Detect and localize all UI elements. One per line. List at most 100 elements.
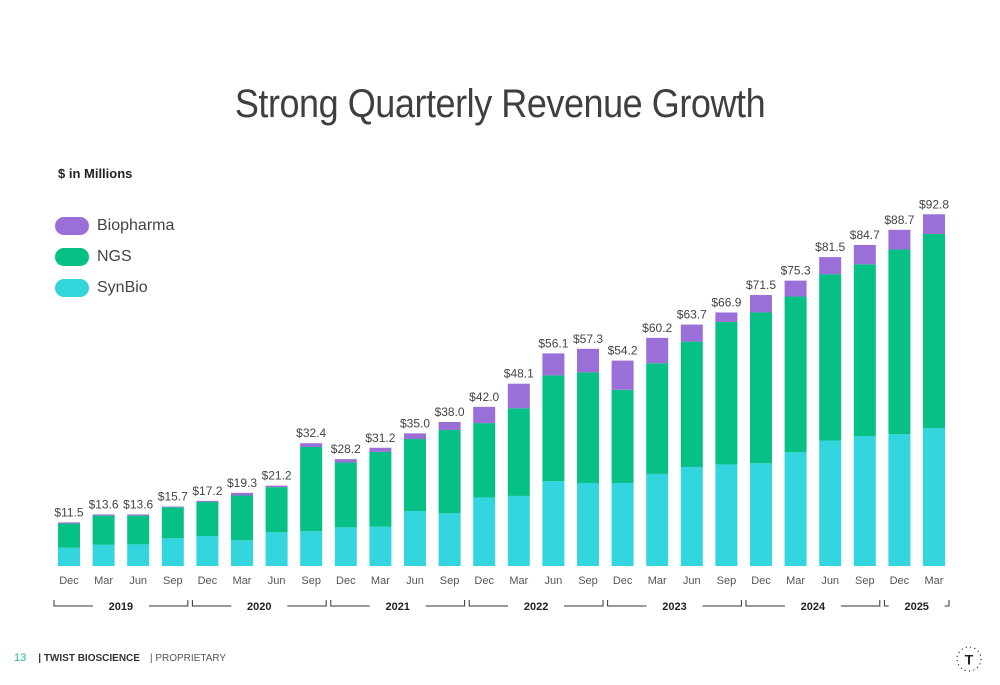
bar-ngs (819, 274, 842, 441)
data-label: $19.3 (227, 476, 257, 490)
bar-ngs (196, 501, 219, 537)
bar-biopharma (438, 421, 461, 430)
bar-biopharma (784, 280, 807, 297)
bar-biopharma (404, 433, 426, 440)
bar-ngs (161, 507, 184, 539)
bar-synbio (888, 434, 911, 566)
bar-biopharma (853, 244, 876, 265)
data-label: $75.3 (781, 264, 811, 278)
year-bracket-right (287, 600, 327, 607)
bar-synbio (92, 544, 115, 566)
bar-biopharma (92, 514, 115, 516)
bar-ngs (127, 515, 150, 545)
bar-ngs (92, 515, 115, 545)
bar-biopharma (680, 324, 703, 342)
bar-ngs (680, 341, 703, 468)
year-bracket-left (468, 600, 509, 607)
year-bracket-right (702, 600, 742, 607)
x-tick-label: Jun (821, 575, 839, 587)
units-label: $ in Millions (58, 166, 133, 181)
year-label: 2025 (904, 601, 928, 613)
bar-biopharma (646, 337, 669, 364)
x-tick-label: Jun (545, 575, 563, 587)
x-tick-label: Jun (406, 575, 424, 587)
x-tick-label: Mar (94, 575, 113, 587)
year-bracket-right (425, 600, 466, 607)
year-label: 2023 (662, 601, 686, 613)
bar-synbio (231, 540, 253, 566)
bar-ngs (369, 451, 392, 527)
bar-biopharma (611, 360, 634, 390)
x-tick-label: Jun (268, 575, 286, 587)
bar-ngs (231, 495, 253, 541)
bar-synbio (923, 428, 945, 566)
bar-synbio (300, 531, 323, 566)
revenue-chart: $11.5 Dec $13.6 Mar $13.6 Jun $15.7 Sep $17.2 Dec… (53, 197, 950, 613)
bar-ngs (473, 423, 496, 498)
bar-synbio (58, 547, 80, 566)
data-label: $57.3 (573, 332, 603, 346)
bar-synbio (542, 481, 565, 566)
x-tick-label: Sep (301, 575, 321, 587)
data-label: $13.6 (123, 497, 153, 511)
bar-synbio (853, 436, 876, 566)
x-tick-label: Mar (371, 575, 390, 587)
bar-biopharma (888, 229, 911, 250)
bar-synbio (369, 526, 392, 566)
year-label: 2024 (801, 601, 826, 613)
bar-synbio (680, 467, 703, 566)
x-tick-label: Dec (474, 575, 494, 587)
data-label: $81.5 (815, 240, 845, 254)
year-bracket-left (745, 600, 785, 607)
data-label: $42.0 (469, 390, 499, 404)
bar-ngs (715, 321, 738, 465)
legend-item-synbio: SynBio (55, 272, 174, 303)
year-bracket-left (883, 600, 889, 607)
year-bracket-right (564, 600, 604, 607)
legend-item-ngs: NGS (55, 241, 174, 272)
bar-synbio (334, 527, 357, 566)
bar-synbio (715, 464, 738, 566)
data-label: $88.7 (884, 213, 914, 227)
data-label: $48.1 (504, 367, 534, 381)
bar-synbio (265, 532, 288, 566)
company-name: | TWIST BIOSCIENCE (38, 653, 140, 664)
bar-biopharma (473, 406, 496, 424)
bar-ngs (577, 372, 599, 483)
data-label: $63.7 (677, 308, 707, 322)
data-label: $54.2 (608, 344, 638, 358)
x-tick-label: Mar (648, 575, 667, 587)
bar-synbio (438, 513, 461, 566)
bar-ngs (438, 429, 461, 514)
x-tick-label: Dec (198, 575, 218, 587)
x-tick-label: Jun (683, 575, 701, 587)
bar-ngs (923, 233, 945, 429)
data-label: $60.2 (642, 321, 672, 335)
bar-synbio (404, 511, 426, 566)
legend-label: SynBio (97, 278, 148, 296)
bar-biopharma (161, 506, 184, 508)
bar-synbio (784, 452, 807, 566)
bar-ngs (300, 446, 323, 532)
bar-ngs (784, 296, 807, 453)
bar-synbio (611, 482, 634, 566)
bar-biopharma (923, 214, 945, 234)
x-tick-label: Jun (129, 575, 147, 587)
bar-biopharma (58, 522, 80, 524)
bar-biopharma (819, 257, 842, 275)
data-label: $84.7 (850, 228, 880, 242)
bar-ngs (404, 439, 426, 512)
bar-synbio (507, 495, 530, 566)
x-tick-label: Mar (786, 575, 805, 587)
data-label: $56.1 (538, 336, 568, 350)
data-label: $71.5 (746, 278, 776, 292)
bar-biopharma (231, 492, 253, 496)
year-bracket-left (191, 600, 232, 607)
legend-item-biopharma: Biopharma (55, 210, 174, 241)
bar-synbio (473, 497, 496, 566)
bar-biopharma (715, 312, 738, 322)
legend-swatch-synbio (55, 278, 89, 297)
data-label: $15.7 (158, 489, 188, 503)
bar-biopharma (577, 348, 599, 373)
bar-synbio (750, 463, 772, 566)
